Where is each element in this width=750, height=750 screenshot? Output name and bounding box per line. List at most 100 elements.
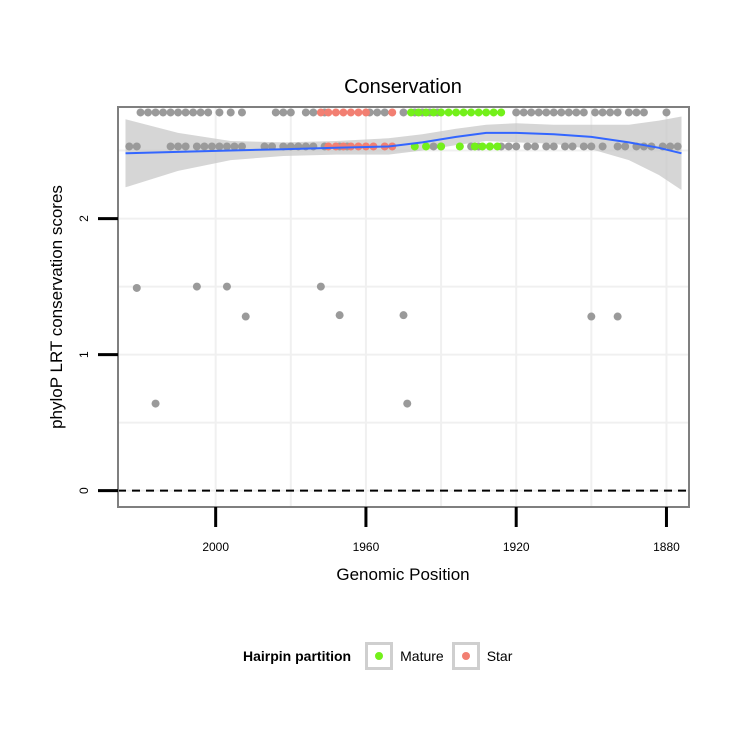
point-other — [192, 282, 201, 291]
point-other — [564, 108, 573, 117]
point-mature — [437, 108, 446, 117]
point-mature — [478, 142, 487, 151]
point-other — [523, 142, 532, 151]
legend-label-mature: Mature — [400, 648, 444, 664]
point-other — [226, 108, 235, 117]
point-other — [579, 108, 588, 117]
point-other — [151, 108, 160, 117]
point-other — [230, 142, 239, 151]
mature-dot-icon — [375, 652, 384, 660]
point-other — [504, 142, 513, 151]
point-other — [621, 142, 630, 151]
point-mature — [422, 142, 431, 151]
point-other — [316, 282, 325, 291]
point-other — [279, 108, 288, 117]
point-other — [144, 108, 153, 117]
point-other — [200, 142, 209, 151]
point-other — [132, 283, 141, 292]
point-other — [591, 108, 600, 117]
point-star — [324, 142, 333, 151]
point-other — [151, 399, 160, 408]
point-mature — [493, 142, 502, 151]
point-mature — [497, 108, 506, 117]
point-mature — [437, 142, 446, 151]
point-other — [542, 108, 551, 117]
point-mature — [429, 108, 438, 117]
point-other — [613, 142, 622, 151]
point-mature — [407, 108, 416, 117]
y-axis-title: phyloP LRT conservation scores — [47, 185, 66, 429]
point-other — [624, 108, 633, 117]
point-other — [572, 108, 581, 117]
legend: Hairpin partition Mature Star — [0, 642, 750, 670]
point-other — [204, 108, 213, 117]
point-other — [335, 311, 344, 320]
point-other — [534, 108, 543, 117]
legend-key-star — [451, 642, 480, 670]
point-star — [331, 108, 340, 117]
point-star — [339, 142, 348, 151]
point-mature — [444, 108, 453, 117]
point-other — [639, 108, 648, 117]
point-other — [429, 142, 438, 151]
point-other — [132, 142, 141, 151]
point-mature — [489, 108, 498, 117]
point-other — [215, 142, 224, 151]
point-mature — [459, 108, 468, 117]
point-other — [662, 108, 671, 117]
point-other — [403, 399, 412, 408]
point-other — [181, 142, 190, 151]
y-tick-label: 0 — [77, 487, 91, 494]
y-tick-label: 2 — [77, 215, 91, 222]
legend-label-star: Star — [486, 648, 513, 664]
point-other — [527, 108, 536, 117]
point-other — [519, 108, 528, 117]
point-other — [271, 108, 280, 117]
x-axis: 2000 1960 1920 1880 — [202, 507, 680, 554]
smooth-line — [125, 131, 682, 155]
x-axis-title: Genomic Position — [336, 565, 469, 584]
legend-key-mature — [365, 642, 394, 670]
point-other — [174, 142, 183, 151]
x-tick-label: 2000 — [202, 540, 229, 554]
point-other — [579, 142, 588, 151]
legend-item-mature: Mature — [365, 642, 444, 670]
point-other — [380, 108, 389, 117]
point-other — [512, 108, 521, 117]
point-other — [666, 142, 675, 151]
panel-background — [118, 107, 689, 507]
point-other — [222, 142, 231, 151]
point-other — [196, 108, 205, 117]
y-axis: 0 1 2 — [77, 215, 118, 494]
point-mature — [474, 108, 483, 117]
point-star — [346, 108, 355, 117]
point-mature — [455, 142, 464, 151]
point-other — [309, 108, 318, 117]
point-other — [373, 108, 382, 117]
point-mature — [485, 142, 494, 151]
point-other — [166, 142, 175, 151]
point-other — [606, 108, 615, 117]
point-mature — [422, 108, 431, 117]
point-mature — [414, 108, 423, 117]
point-other — [181, 108, 190, 117]
chart-title: Conservation — [344, 76, 462, 98]
point-other — [587, 142, 596, 151]
point-other — [237, 108, 246, 117]
point-other — [568, 142, 577, 151]
point-other — [587, 312, 596, 321]
point-star — [354, 108, 363, 117]
point-other — [207, 142, 216, 151]
point-other — [399, 108, 408, 117]
confidence-band — [125, 116, 682, 190]
point-other — [189, 108, 198, 117]
panel-border — [117, 106, 690, 508]
point-other — [399, 311, 408, 320]
point-other — [237, 142, 246, 151]
point-star — [324, 108, 333, 117]
point-other — [530, 142, 539, 151]
point-star — [316, 108, 325, 117]
point-mature — [467, 108, 476, 117]
point-other — [260, 142, 269, 151]
point-other — [561, 142, 570, 151]
